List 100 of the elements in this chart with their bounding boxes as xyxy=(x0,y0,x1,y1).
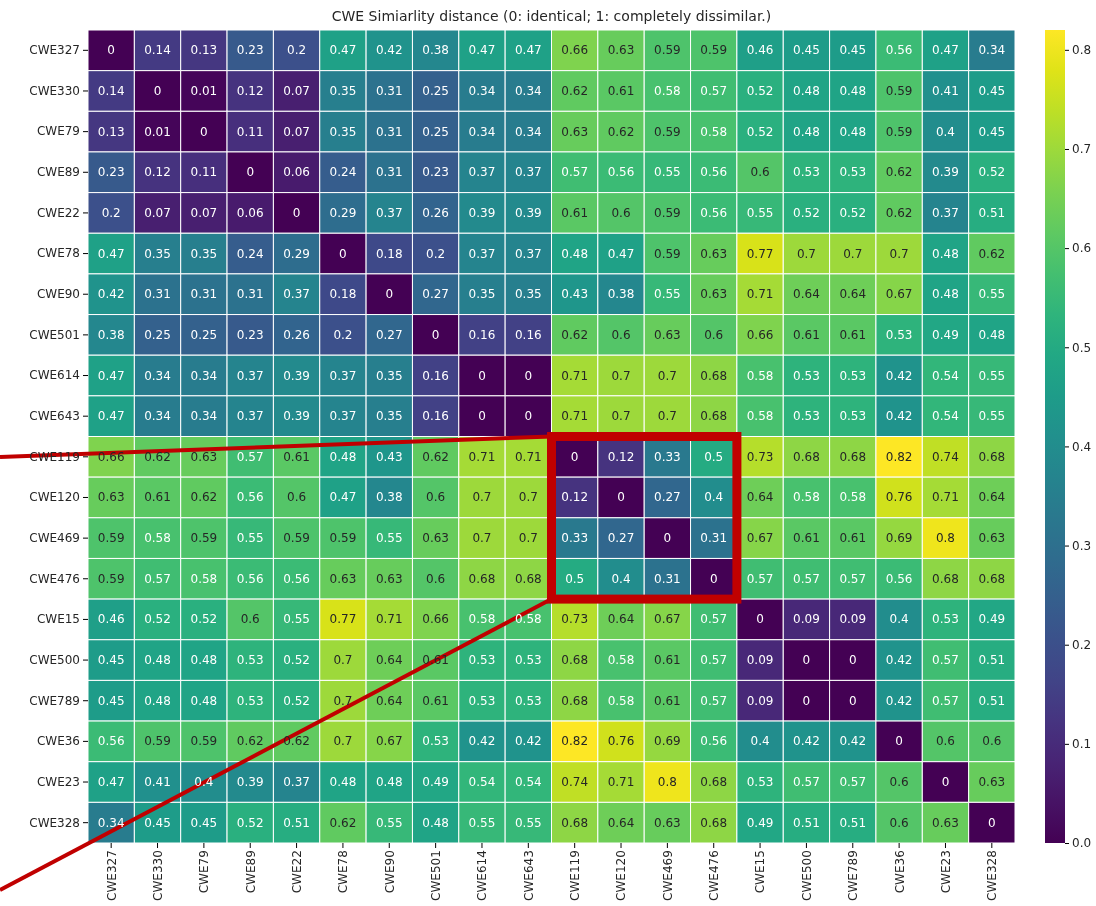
data-label: 0.61 xyxy=(654,653,681,668)
y-tick-label: CWE501 xyxy=(29,327,80,342)
data-label: 0.56 xyxy=(236,571,264,586)
data-label: 0.25 xyxy=(422,124,449,139)
data-label: 0.57 xyxy=(746,571,774,586)
data-label: 0.63 xyxy=(978,775,1006,790)
y-tick-label: CWE789 xyxy=(29,693,80,708)
data-label: 0.6 xyxy=(704,327,724,342)
y-tick-label: CWE23 xyxy=(36,774,80,789)
data-label: 0.53 xyxy=(793,368,820,383)
y-tick-label: CWE79 xyxy=(36,124,80,139)
x-tick-label: CWE328 xyxy=(985,850,1000,901)
data-label: 0.68 xyxy=(978,449,1006,464)
data-label: 0.57 xyxy=(700,693,728,708)
data-label: 0.52 xyxy=(793,205,820,220)
data-label: 0.68 xyxy=(700,368,728,383)
data-label: 0.51 xyxy=(283,815,310,830)
data-label: 0.45 xyxy=(190,815,218,830)
data-label: 0.66 xyxy=(746,327,774,342)
data-label: 0.63 xyxy=(329,571,357,586)
data-label: 0.47 xyxy=(932,43,959,58)
data-label: 0 xyxy=(478,409,486,424)
data-label: 0.61 xyxy=(561,205,589,220)
data-label: 0.74 xyxy=(561,775,589,790)
data-label: 0.53 xyxy=(236,693,264,708)
data-label: 0.63 xyxy=(654,815,681,830)
data-label: 0.48 xyxy=(932,246,959,261)
data-label: 0.48 xyxy=(561,246,589,261)
data-label: 0.71 xyxy=(561,368,589,383)
data-label: 0.59 xyxy=(329,531,357,546)
data-label: 0.53 xyxy=(839,409,867,424)
y-tick-label: CWE476 xyxy=(29,571,80,586)
data-label: 0.55 xyxy=(746,205,774,220)
data-label: 0.54 xyxy=(932,368,959,383)
data-label: 0.8 xyxy=(935,531,956,546)
data-label: 0.48 xyxy=(793,124,820,139)
data-label: 0 xyxy=(478,368,486,383)
data-label: 0.61 xyxy=(607,83,635,98)
data-label: 0.7 xyxy=(472,531,492,546)
data-label: 0.34 xyxy=(514,83,542,98)
data-label: 0.58 xyxy=(468,612,496,627)
data-label: 0.23 xyxy=(97,165,125,180)
data-label: 0.67 xyxy=(885,287,913,302)
y-tick-label: CWE469 xyxy=(29,530,80,545)
data-label: 0.53 xyxy=(468,653,496,668)
data-label: 0.34 xyxy=(97,815,125,830)
data-label: 0.54 xyxy=(514,775,542,790)
data-label: 0.48 xyxy=(978,327,1006,342)
data-label: 0.35 xyxy=(190,246,218,261)
data-label: 0 xyxy=(941,775,950,790)
data-label: 0 xyxy=(988,815,996,830)
data-label: 0.6 xyxy=(426,490,446,505)
data-label: 0.63 xyxy=(190,449,218,464)
data-label: 0.59 xyxy=(654,246,681,261)
data-label: 0.38 xyxy=(375,490,403,505)
data-label: 0.26 xyxy=(422,205,449,220)
data-label: 0.52 xyxy=(978,165,1006,180)
data-label: 0.63 xyxy=(97,490,125,505)
data-label: 0.45 xyxy=(97,693,125,708)
x-tick-label: CWE476 xyxy=(707,850,722,901)
y-tick-label: CWE78 xyxy=(36,246,80,261)
y-tick-label: CWE614 xyxy=(29,368,80,383)
data-label: 0.47 xyxy=(329,43,357,58)
data-label: 0.53 xyxy=(468,693,496,708)
color-bar-label: 0.1 xyxy=(1072,737,1092,752)
data-label: 0 xyxy=(339,246,347,261)
data-label: 0.45 xyxy=(144,815,171,830)
y-tick-label: CWE119 xyxy=(29,449,80,464)
data-label: 0.4 xyxy=(750,734,770,749)
data-label: 0.64 xyxy=(607,612,635,627)
data-label: 0.64 xyxy=(375,653,403,668)
data-label: 0.51 xyxy=(978,205,1006,220)
data-label: 0.14 xyxy=(144,43,171,58)
data-label: 0.48 xyxy=(329,775,357,790)
data-label: 0.58 xyxy=(514,612,542,627)
data-label: 0.31 xyxy=(375,165,403,180)
data-label: 0.24 xyxy=(329,165,357,180)
data-label: 0.55 xyxy=(236,531,264,546)
data-label: 0.35 xyxy=(329,83,357,98)
data-label: 0.47 xyxy=(97,246,125,261)
data-label: 0.27 xyxy=(607,531,635,546)
data-label: 0.4 xyxy=(889,612,909,627)
data-label: 0.7 xyxy=(333,653,353,668)
data-label: 0.59 xyxy=(283,531,310,546)
data-label: 0.16 xyxy=(422,409,449,424)
data-label: 0.71 xyxy=(607,775,635,790)
data-label: 0.27 xyxy=(654,490,681,505)
color-bar-label: 0.7 xyxy=(1072,142,1092,157)
x-tick-label: CWE79 xyxy=(197,850,212,894)
data-label: 0.12 xyxy=(561,490,589,505)
data-label: 0.55 xyxy=(283,612,310,627)
data-label: 0.7 xyxy=(333,693,353,708)
data-label: 0.58 xyxy=(793,490,820,505)
data-label: 0.58 xyxy=(746,368,774,383)
data-label: 0.74 xyxy=(932,449,959,464)
data-label: 0.37 xyxy=(514,246,542,261)
data-label: 0.12 xyxy=(144,165,171,180)
data-label: 0.16 xyxy=(468,327,496,342)
x-tick-label: CWE15 xyxy=(753,850,768,894)
data-label: 0.56 xyxy=(236,490,264,505)
